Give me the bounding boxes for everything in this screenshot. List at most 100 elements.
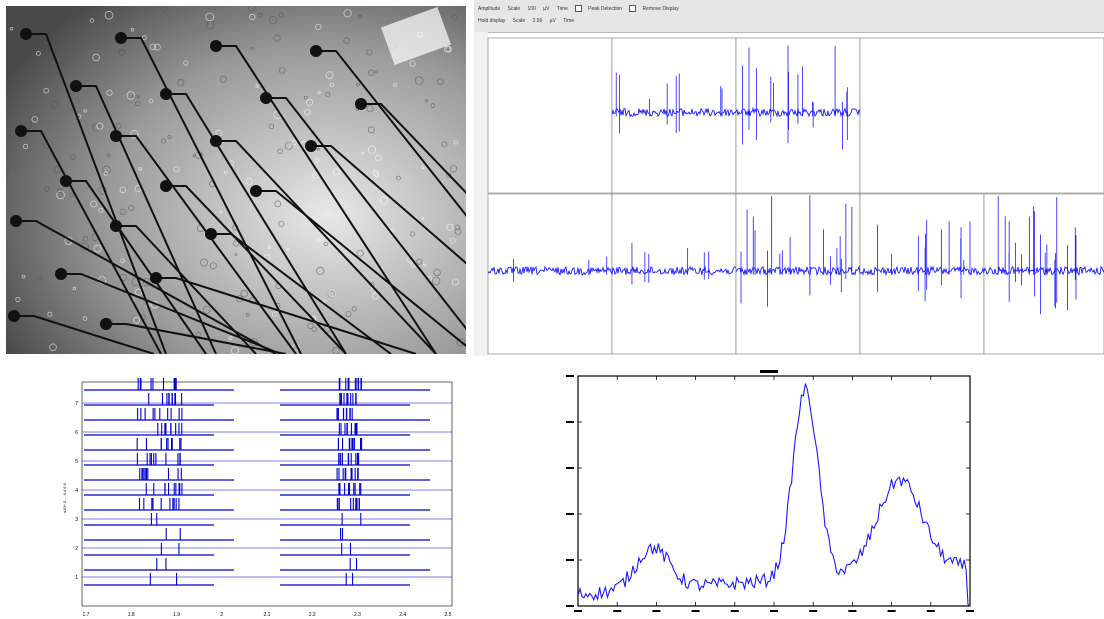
electrode-trace: [76, 85, 217, 354]
cell-texture: [368, 69, 375, 77]
electrode-trace: [14, 315, 155, 354]
electrode-pad: [205, 228, 217, 240]
cell-texture: [141, 35, 147, 41]
cell-texture: [106, 89, 113, 96]
cell-texture: [240, 289, 249, 298]
cell-texture: [255, 84, 259, 88]
cell-texture: [431, 276, 441, 286]
cell-texture: [317, 90, 321, 95]
cell-texture: [367, 145, 377, 154]
cell-texture: [83, 18, 90, 24]
cell-texture: [343, 37, 350, 44]
raster-ytick-label: 1: [75, 575, 78, 581]
raster-xtick-label: 2.1: [264, 612, 271, 618]
cell-texture: [423, 263, 427, 267]
electrode-pad: [160, 88, 172, 100]
channel-cell: [859, 37, 1104, 194]
cell-texture: [430, 103, 436, 108]
cell-texture: [356, 249, 364, 257]
cell-texture: [358, 14, 362, 19]
cell-texture: [449, 164, 458, 173]
scale-label[interactable]: Scale: [507, 5, 521, 12]
cell-texture: [24, 121, 33, 130]
cell-texture: [90, 200, 97, 208]
cell-texture: [323, 299, 327, 303]
cell-texture: [22, 143, 29, 149]
electrode-pad: [100, 318, 112, 330]
cell-texture: [31, 310, 35, 314]
scale2-label[interactable]: Scale: [512, 18, 526, 24]
cell-texture: [92, 53, 100, 62]
electrode-pad: [310, 45, 322, 57]
cell-texture: [245, 312, 250, 317]
x-tick-label: [613, 610, 622, 612]
cell-texture: [443, 45, 451, 53]
cell-texture: [192, 154, 196, 158]
cell-texture: [372, 292, 379, 300]
cell-texture: [138, 167, 143, 171]
electrode-trace: [316, 50, 466, 217]
cell-texture: [367, 126, 375, 134]
y-tick-label: [566, 513, 574, 515]
x-tick-label: [966, 610, 974, 612]
cell-texture: [449, 237, 456, 244]
scale-value[interactable]: 100: [527, 5, 536, 12]
cell-texture: [83, 109, 87, 113]
cell-texture: [53, 166, 61, 174]
raster-xtick-label: 1.8: [128, 612, 135, 618]
cell-texture: [452, 14, 458, 20]
cell-texture: [13, 43, 18, 48]
electrode-trace: [21, 130, 162, 354]
electrode-pad: [150, 272, 162, 284]
y-tick-label: [566, 421, 574, 423]
electrode-trace: [166, 93, 347, 354]
cell-texture: [274, 200, 282, 208]
cell-texture: [446, 172, 452, 178]
electrode-trace: [106, 323, 287, 354]
cell-texture: [148, 98, 154, 104]
cell-texture: [209, 262, 217, 270]
cell-texture: [366, 49, 373, 56]
cell-texture: [47, 311, 53, 317]
cell-texture: [446, 223, 454, 231]
cell-texture: [278, 220, 285, 227]
scale2-value[interactable]: 2.56: [532, 18, 543, 24]
cell-texture: [69, 154, 76, 160]
x-tick-label: [887, 610, 896, 612]
scope-ruler: [474, 32, 488, 356]
electrode-trace: [116, 225, 257, 354]
raster-ytick-label: 6: [75, 430, 78, 436]
cell-texture: [103, 171, 108, 176]
cell-texture: [104, 10, 114, 20]
cell-texture: [355, 82, 360, 87]
cell-texture: [31, 116, 39, 123]
histogram-frame: [577, 375, 971, 607]
electrode-trace: [256, 190, 466, 348]
cell-texture: [98, 207, 104, 213]
cell-texture: [20, 323, 24, 327]
cell-texture: [286, 247, 290, 251]
cell-texture: [278, 67, 286, 74]
cell-texture: [311, 172, 319, 180]
raster-xtick-label: 1.7: [83, 612, 90, 618]
electrode-pad: [355, 98, 367, 110]
cell-texture: [202, 306, 211, 314]
cell-texture: [120, 258, 125, 264]
raster-ytick-label: 2: [75, 546, 78, 552]
cell-texture: [119, 208, 126, 215]
electrode-trace: [216, 45, 437, 354]
electrode-trace: [211, 233, 392, 354]
channel-trace: [487, 265, 613, 276]
peak-detection-checkbox[interactable]: [575, 5, 583, 12]
cell-texture: [56, 55, 66, 64]
remove-display-checkbox[interactable]: [629, 5, 637, 12]
cell-texture: [278, 12, 284, 18]
cell-texture: [325, 91, 331, 97]
cell-texture: [205, 12, 215, 22]
cell-texture: [424, 99, 429, 103]
cell-texture: [223, 170, 228, 175]
x-tick-label: [809, 610, 818, 612]
cell-texture: [89, 18, 95, 23]
cell-texture: [379, 196, 389, 205]
electrode-trace: [156, 277, 417, 354]
